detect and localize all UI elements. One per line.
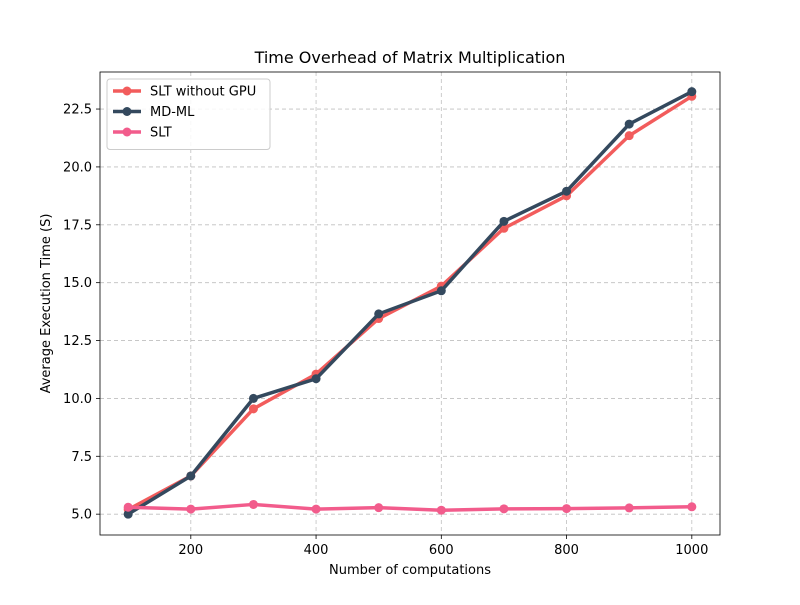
legend-label: SLT without GPU <box>150 85 256 100</box>
legend-swatch-marker <box>122 127 132 137</box>
legend-item: SLT <box>113 126 172 141</box>
data-point <box>436 505 446 515</box>
data-point <box>499 216 509 226</box>
data-point <box>123 502 133 512</box>
grid-lines <box>100 72 720 535</box>
axes: 200 400 600 800 1000 5.0 7.5 10.0 12.5 15.0 17.5 20… <box>63 71 721 558</box>
y-tick-label: 17.5 <box>63 218 92 233</box>
data-point <box>562 504 572 514</box>
data-point <box>123 509 133 519</box>
legend-item: MD-ML <box>113 105 195 120</box>
data-point <box>186 471 196 481</box>
legend-label: SLT <box>150 126 172 141</box>
legend-box <box>106 78 271 150</box>
data-point <box>374 503 384 513</box>
legend-swatch-marker <box>122 107 132 116</box>
data-point <box>248 499 258 509</box>
y-axis-title: Average Execution Time (S) <box>39 214 54 394</box>
x-tick-label: 200 <box>178 543 203 558</box>
data-point <box>311 374 321 384</box>
data-point <box>624 131 634 141</box>
y-tick-label: 20.0 <box>63 160 92 175</box>
series-line <box>126 89 694 516</box>
data-point <box>374 309 384 319</box>
legend: SLT without GPU MD-ML SLT <box>106 78 271 150</box>
data-point <box>562 186 572 196</box>
legend-item: SLT without GPU <box>113 85 256 100</box>
x-tick-label: 400 <box>304 543 329 558</box>
x-tick-label: 600 <box>429 543 454 558</box>
series-2 <box>123 499 697 515</box>
plot-frame <box>99 71 721 536</box>
y-tick-label: 22.5 <box>63 103 92 118</box>
data-point <box>248 393 258 403</box>
series-1 <box>123 87 697 519</box>
x-tick-label: 1000 <box>675 543 708 558</box>
x-axis-title: Number of computations <box>329 563 491 578</box>
data-point <box>186 504 196 514</box>
y-tick-label: 15.0 <box>63 276 92 291</box>
legend-label: MD-ML <box>150 105 195 120</box>
series-layer <box>123 87 697 519</box>
y-tick-label: 12.5 <box>63 334 92 349</box>
x-tick-label: 800 <box>554 543 579 558</box>
y-tick-label: 10.0 <box>63 392 92 407</box>
data-point <box>248 404 258 414</box>
y-tick-label: 5.0 <box>71 508 92 523</box>
data-point <box>624 119 634 129</box>
series-line <box>126 502 694 512</box>
legend-swatch-marker <box>122 86 132 96</box>
chart-title: Time Overhead of Matrix Multiplication <box>254 48 566 67</box>
y-tick-label: 7.5 <box>71 450 92 465</box>
data-point <box>311 504 321 514</box>
data-point <box>687 502 697 512</box>
data-point <box>624 503 634 513</box>
data-point <box>436 286 446 296</box>
data-point <box>499 504 509 514</box>
data-point <box>687 87 697 97</box>
